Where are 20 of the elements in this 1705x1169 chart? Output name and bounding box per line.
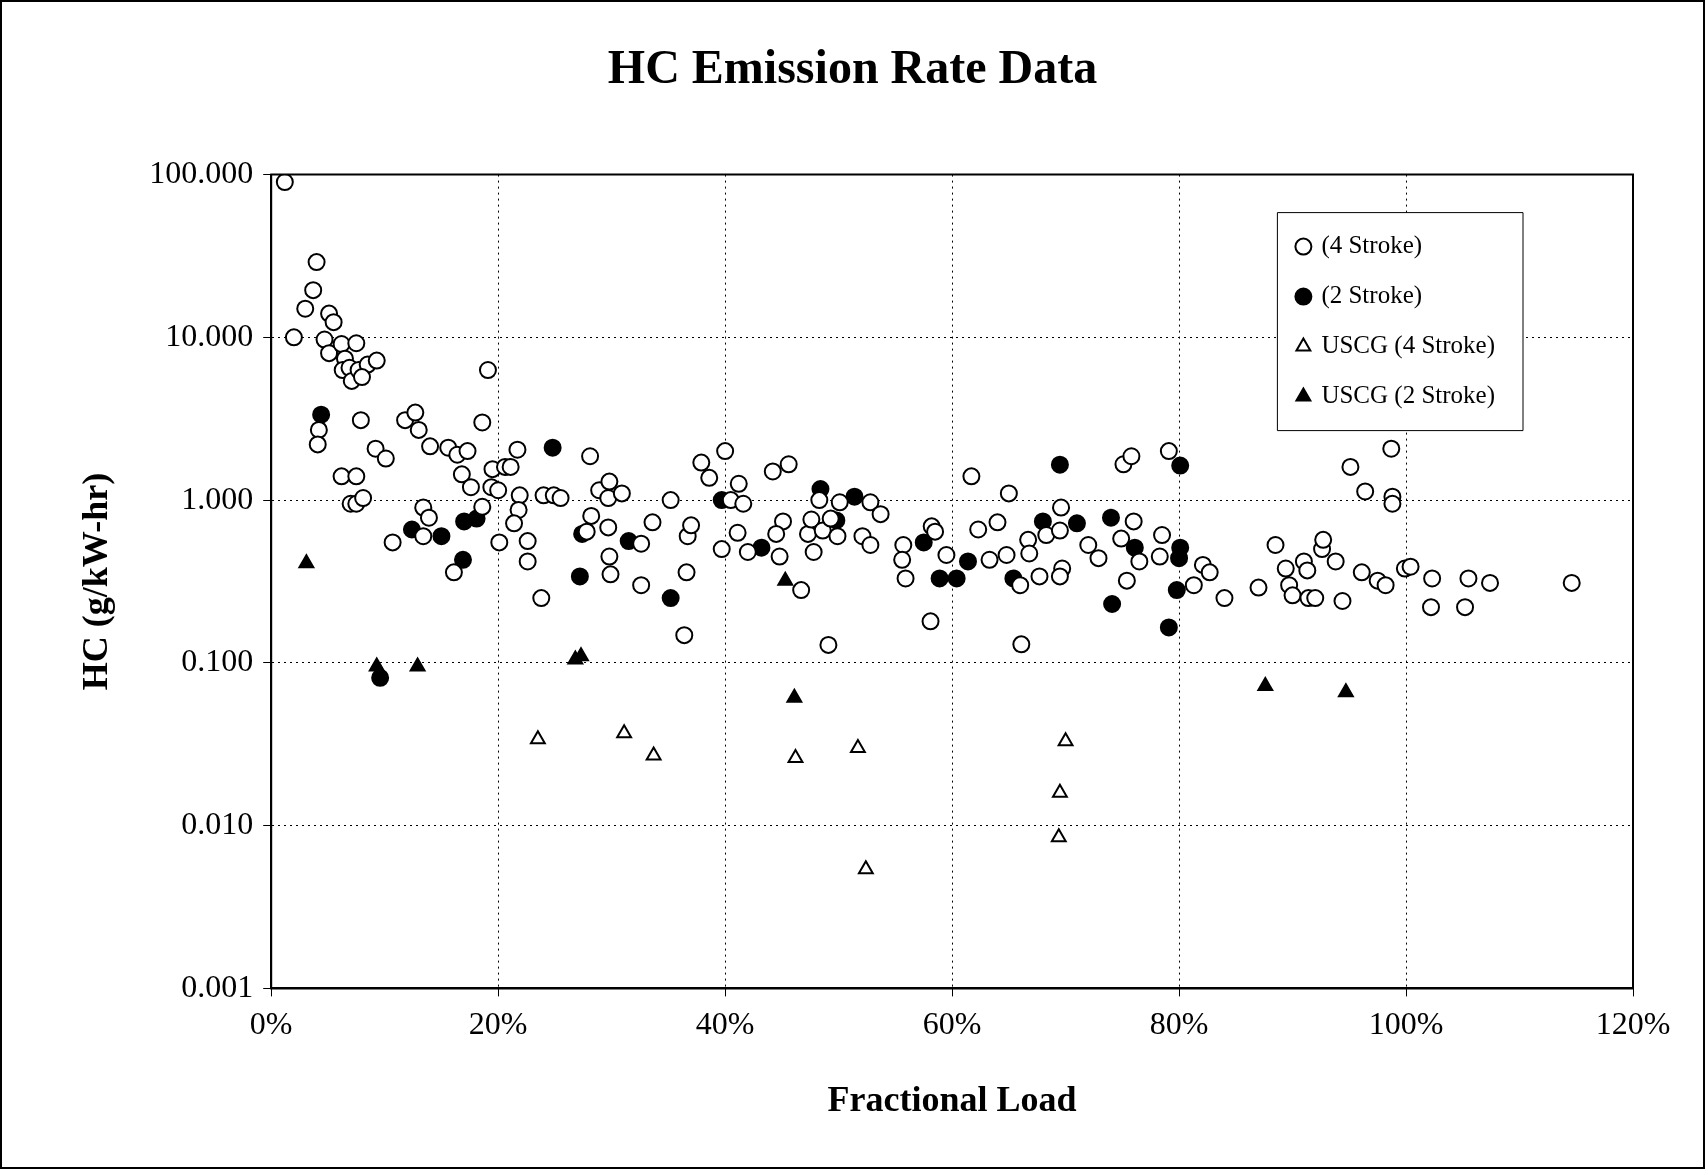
x-tick-label: 80% bbox=[1149, 1005, 1209, 1042]
y-axis-title: HC (g/kW-hr) bbox=[74, 472, 115, 691]
y-tick-label: 1.000 bbox=[181, 479, 254, 516]
x-tick-label: 40% bbox=[695, 1005, 755, 1042]
chart-title: HC Emission Rate Data bbox=[607, 40, 1098, 94]
y-tick-label: 0.100 bbox=[181, 642, 254, 679]
x-axis-title: Fractional Load bbox=[827, 1078, 1077, 1119]
legend-label: USCG (4 Stroke) bbox=[1321, 331, 1495, 360]
y-tick-label: 0.010 bbox=[181, 805, 254, 842]
y-tick-label: 100.000 bbox=[149, 154, 254, 191]
y-tick-label: 0.001 bbox=[181, 967, 254, 1004]
legend-label: USCG (2 Stroke) bbox=[1321, 381, 1495, 410]
x-tick-label: 100% bbox=[1368, 1005, 1444, 1042]
x-tick-label: 20% bbox=[468, 1005, 528, 1042]
x-tick-label: 0% bbox=[249, 1005, 293, 1042]
y-tick-label: 10.000 bbox=[165, 316, 254, 353]
legend-label: (4 Stroke) bbox=[1321, 231, 1423, 260]
legend-label: (2 Stroke) bbox=[1321, 281, 1423, 310]
x-tick-label: 60% bbox=[922, 1005, 982, 1042]
x-tick-label: 120% bbox=[1595, 1005, 1671, 1042]
